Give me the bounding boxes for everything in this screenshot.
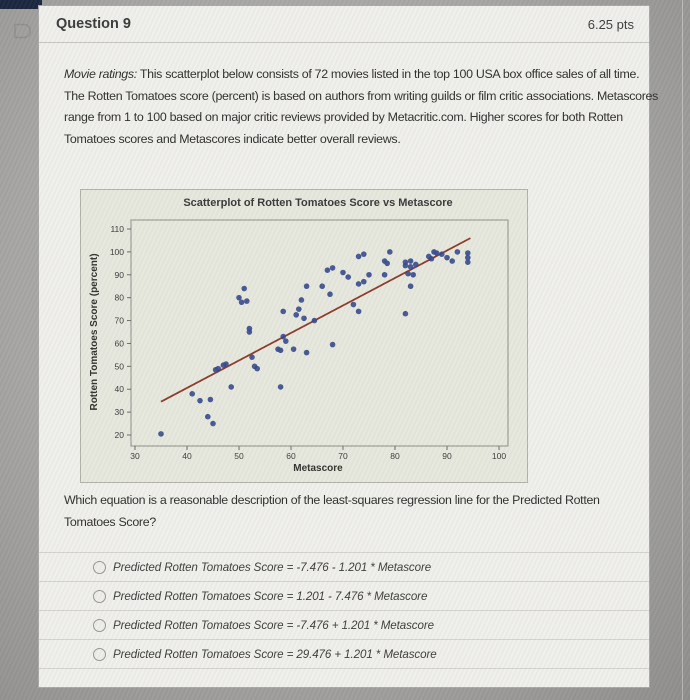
svg-text:90: 90 xyxy=(115,270,125,280)
svg-text:100: 100 xyxy=(492,451,506,461)
x-axis-label: Metascore xyxy=(293,463,343,474)
answer-option-label[interactable]: Predicted Rotten Tomatoes Score = 1.201 … xyxy=(113,589,428,603)
radio-button-icon[interactable] xyxy=(93,560,106,574)
answer-option-label[interactable]: Predicted Rotten Tomatoes Score = 29.476… xyxy=(113,647,437,661)
svg-text:30: 30 xyxy=(130,451,140,461)
question-header: Question 9 6.25 pts xyxy=(39,6,649,43)
answer-option-2[interactable]: Predicted Rotten Tomatoes Score = 1.201 … xyxy=(39,582,649,611)
question-description: Movie ratings: This scatterplot below co… xyxy=(64,64,660,150)
data-points xyxy=(158,249,471,437)
y-axis-label: Rotten Tomatoes Score (percent) xyxy=(89,253,100,410)
svg-text:80: 80 xyxy=(390,451,400,461)
svg-text:60: 60 xyxy=(115,338,125,348)
svg-text:100: 100 xyxy=(110,247,124,257)
answer-option-label[interactable]: Predicted Rotten Tomatoes Score = -7.476… xyxy=(113,560,432,574)
answer-options: Predicted Rotten Tomatoes Score = -7.476… xyxy=(39,552,649,669)
svg-text:70: 70 xyxy=(115,316,125,326)
svg-text:50: 50 xyxy=(234,451,244,461)
plot-frame xyxy=(130,219,509,447)
svg-text:60: 60 xyxy=(286,451,296,461)
radio-button-icon[interactable] xyxy=(93,589,106,603)
svg-text:30: 30 xyxy=(115,407,125,417)
screen-edge-highlight xyxy=(682,0,683,700)
svg-text:50: 50 xyxy=(115,361,125,371)
question-description-text: This scatterplot below consists of 72 mo… xyxy=(64,67,659,146)
question-points: 6.25 pts xyxy=(587,17,634,32)
scatterplot-svg: Scatterplot of Rotten Tomatoes Score vs … xyxy=(89,197,509,474)
answer-option-4[interactable]: Predicted Rotten Tomatoes Score = 29.476… xyxy=(39,640,649,669)
question-title: Question 9 xyxy=(56,16,131,32)
chart-title: Scatterplot of Rotten Tomatoes Score vs … xyxy=(183,197,452,209)
browser-corner-strip xyxy=(0,0,42,9)
svg-text:40: 40 xyxy=(115,384,125,394)
question-prompt: Which equation is a reasonable descripti… xyxy=(64,493,600,529)
question-description-lead: Movie ratings: xyxy=(64,67,137,81)
svg-text:70: 70 xyxy=(338,451,348,461)
y-axis: 20 30 40 50 60 70 80 90 100 110 xyxy=(110,224,131,440)
radio-button-icon[interactable] xyxy=(93,647,106,661)
radio-button-icon[interactable] xyxy=(93,618,106,632)
svg-text:40: 40 xyxy=(182,451,192,461)
svg-text:90: 90 xyxy=(442,451,452,461)
svg-text:80: 80 xyxy=(115,293,125,303)
flag-question-icon[interactable] xyxy=(12,23,32,39)
svg-text:110: 110 xyxy=(110,224,124,234)
answer-option-1[interactable]: Predicted Rotten Tomatoes Score = -7.476… xyxy=(39,553,649,582)
svg-text:20: 20 xyxy=(115,430,125,440)
x-axis: 30 40 50 60 70 80 90 100 xyxy=(130,446,506,461)
answer-option-3[interactable]: Predicted Rotten Tomatoes Score = -7.476… xyxy=(39,611,649,640)
answer-option-label[interactable]: Predicted Rotten Tomatoes Score = -7.476… xyxy=(113,618,434,632)
flag-icon-glyph xyxy=(14,23,32,39)
question-card: Question 9 6.25 pts Movie ratings: This … xyxy=(38,5,658,688)
scatterplot-figure: Scatterplot of Rotten Tomatoes Score vs … xyxy=(80,189,528,483)
